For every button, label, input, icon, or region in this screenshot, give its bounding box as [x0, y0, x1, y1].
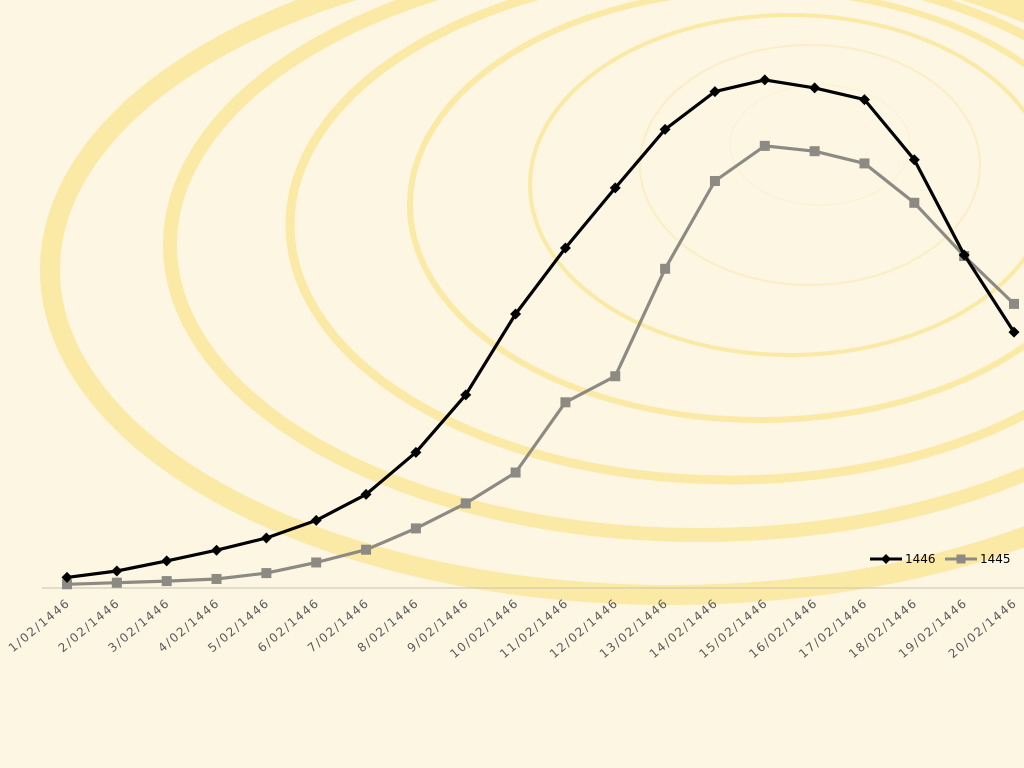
data-point-1446: [858, 94, 870, 106]
series-layer: [61, 74, 1020, 590]
data-point-1446: [61, 571, 73, 583]
series-1445: [62, 140, 1019, 590]
swirl-ring: [407, 0, 1024, 423]
data-point-1446: [759, 74, 771, 86]
series-line-1445: [65, 144, 1016, 586]
data-point-1445: [311, 557, 322, 568]
legend-label: 1445: [980, 552, 1011, 566]
data-point-1445: [709, 175, 720, 186]
data-point-1446: [510, 308, 522, 320]
legend-marker: [956, 554, 966, 564]
background-swirl-decoration: [40, 0, 1024, 605]
legend-entry-1445: 1445: [945, 552, 1011, 566]
data-point-1445: [759, 140, 770, 151]
data-point-1445: [410, 523, 421, 534]
data-point-1446: [460, 389, 472, 401]
data-point-1446: [1008, 326, 1020, 338]
data-point-1446: [211, 544, 223, 556]
legend: 1446 1445: [870, 552, 1011, 566]
series-1446: [61, 74, 1020, 583]
data-point-1445: [62, 579, 72, 590]
legend-entry-1446: 1446: [870, 552, 936, 566]
swirl-ring: [639, 44, 981, 286]
data-point-1445: [560, 397, 571, 408]
data-point-1445: [809, 146, 820, 157]
data-point-1446: [709, 86, 721, 98]
swirl-ring: [40, 0, 1024, 605]
legend-label: 1446: [905, 552, 936, 566]
data-point-1445: [460, 498, 471, 509]
data-point-1446: [360, 488, 372, 500]
swirl-ring: [285, 0, 1024, 485]
data-point-1446: [958, 249, 970, 261]
data-point-1446: [310, 514, 322, 526]
data-point-1446: [111, 565, 123, 577]
data-point-1445: [161, 576, 172, 587]
legend-marker: [881, 554, 891, 564]
data-point-1445: [859, 158, 870, 169]
swirl-ring: [528, 13, 1024, 357]
data-point-1446: [908, 154, 920, 166]
data-point-1445: [510, 467, 521, 478]
swirl-ring: [163, 0, 1024, 542]
data-point-1445: [111, 577, 122, 588]
data-point-1445: [1009, 298, 1019, 309]
data-point-1445: [660, 263, 671, 274]
data-point-1445: [211, 573, 222, 584]
x-axis-tick-labels: 1/02/14462/02/14463/02/14464/02/14465/02…: [6, 596, 1020, 661]
data-point-1445: [909, 197, 920, 208]
data-point-1446: [161, 555, 173, 567]
data-point-1446: [609, 182, 621, 194]
data-point-1446: [559, 242, 571, 254]
data-point-1446: [809, 82, 821, 94]
data-point-1445: [261, 568, 272, 579]
data-point-1446: [410, 446, 422, 458]
data-point-1445: [361, 544, 372, 555]
data-point-1446: [260, 532, 272, 544]
swirl-ring: [729, 84, 911, 206]
data-point-1445: [610, 371, 621, 382]
series-line-1446: [65, 78, 1016, 580]
data-point-1446: [659, 123, 671, 135]
